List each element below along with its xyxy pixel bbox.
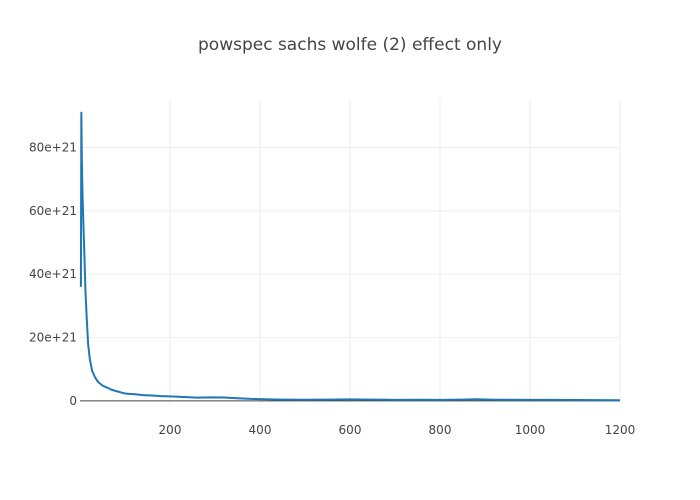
x-tick-label: 400 bbox=[249, 423, 272, 437]
series-group bbox=[79, 111, 621, 402]
y-tick-label: 80e+21 bbox=[29, 141, 77, 155]
gridlines bbox=[80, 100, 621, 404]
x-tick-label: 1200 bbox=[605, 423, 636, 437]
y-tick-label: 20e+21 bbox=[29, 331, 77, 345]
x-tick-label: 1000 bbox=[515, 423, 546, 437]
x-tick-label: 800 bbox=[429, 423, 452, 437]
y-tick-label: 60e+21 bbox=[29, 204, 77, 218]
y-tick-label: 0 bbox=[69, 394, 77, 408]
x-axis-ticks: 200 400 600 800 1000 1200 bbox=[159, 423, 636, 437]
y-axis-ticks: 0 20e+21 40e+21 60e+21 80e+21 bbox=[29, 141, 77, 408]
y-tick-label: 40e+21 bbox=[29, 267, 77, 281]
chart-title: powspec sachs wolfe (2) effect only bbox=[198, 35, 502, 55]
x-tick-label: 200 bbox=[159, 423, 182, 437]
x-tick-label: 600 bbox=[339, 423, 362, 437]
series-line-0 bbox=[79, 111, 621, 402]
